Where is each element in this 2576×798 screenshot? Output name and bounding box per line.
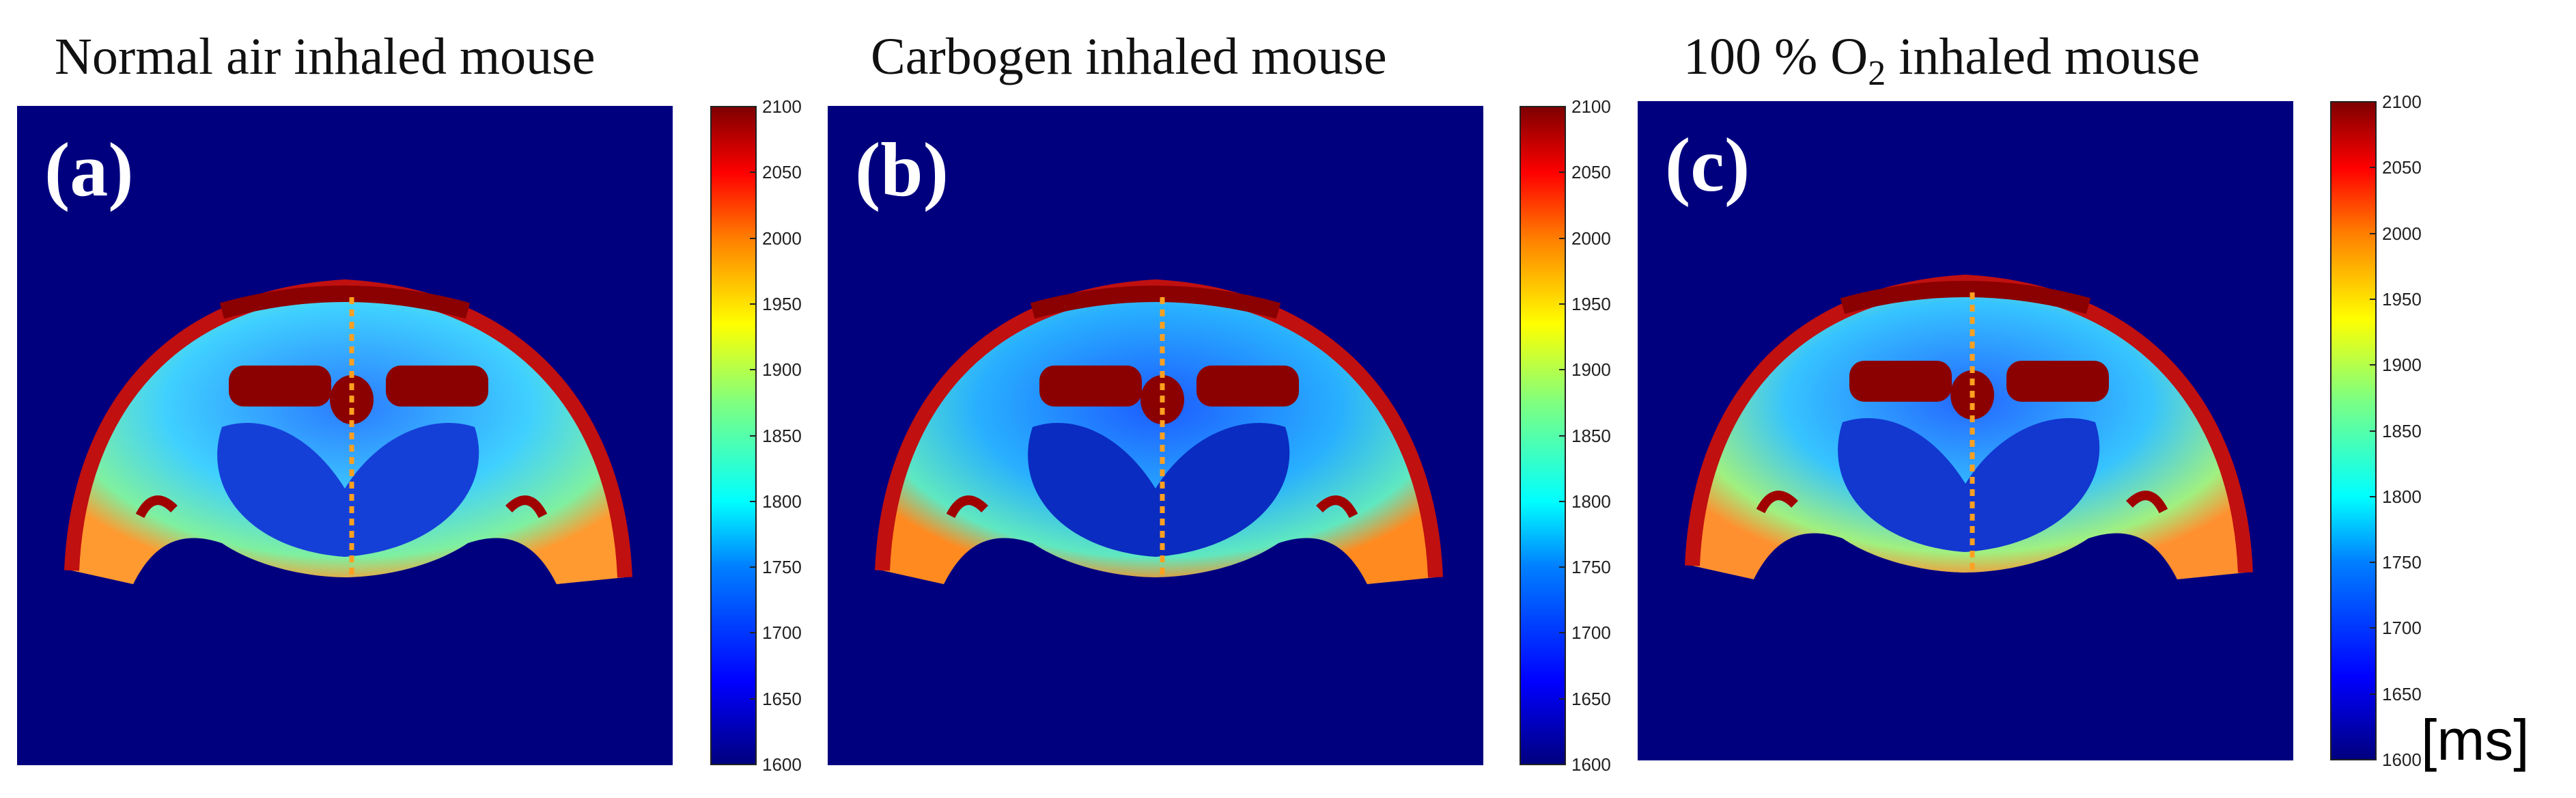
colorbar-tick-label: 1900	[1571, 359, 1611, 381]
t1-map-b: (b)	[828, 106, 1483, 765]
colorbar-tick-label: 1950	[762, 293, 802, 314]
colorbar-tick-label: 2100	[1571, 96, 1611, 117]
colorbar-c	[2330, 101, 2377, 760]
colorbar-tick-label: 1850	[762, 425, 802, 446]
colorbar-tick-mark	[750, 500, 757, 502]
colorbar-tick-mark	[2370, 101, 2377, 102]
unit-label: [ms]	[2421, 708, 2530, 772]
colorbar-tick-label: 1750	[1571, 557, 1611, 578]
t1-map-a: (a)	[17, 106, 673, 765]
colorbar-tick-mark	[1559, 369, 1566, 371]
colorbar-tick-mark	[2370, 364, 2377, 366]
colorbar-tick-mark	[2370, 495, 2377, 497]
colorbar-tick-label: 1800	[762, 491, 802, 512]
colorbar-tick-label: 1850	[2382, 420, 2422, 441]
colorbar-tick-mark	[1559, 566, 1566, 568]
brain-slice-b	[875, 279, 1443, 584]
colorbar-tick-label: 1950	[2382, 288, 2422, 309]
colorbar-tick-label: 1600	[1571, 754, 1611, 775]
colorbar-tick-mark	[2370, 562, 2377, 564]
colorbar-tick-mark	[750, 566, 757, 568]
colorbar-tick-mark	[750, 435, 757, 437]
colorbar-tick-mark	[1559, 500, 1566, 502]
colorbar-a	[710, 106, 757, 765]
panel-letter-c: (c)	[1665, 123, 1750, 208]
panel-title-c-suffix: inhaled mouse	[1886, 28, 2200, 85]
colorbar-tick-label: 1700	[762, 622, 802, 644]
colorbar-tick-mark	[750, 303, 757, 305]
colorbar-tick-label: 1700	[1571, 622, 1611, 644]
colorbar-tick-label: 1650	[2382, 683, 2422, 704]
colorbar-tick-mark	[750, 106, 757, 107]
colorbar-tick-mark	[2370, 298, 2377, 300]
colorbar-tick-label: 1900	[2382, 355, 2422, 376]
t1-map-c: (c)	[1638, 101, 2293, 760]
colorbar-tick-label: 1600	[762, 754, 802, 775]
colorbar-tick-label: 1700	[2382, 618, 2422, 639]
colorbar-tick-mark	[1559, 632, 1566, 634]
colorbar-tick-label: 1950	[1571, 293, 1611, 314]
colorbar-tick-label: 1800	[2382, 486, 2422, 507]
colorbar-tick-mark	[1559, 435, 1566, 437]
colorbar-tick-mark	[2370, 693, 2377, 695]
colorbar-tick-mark	[2370, 232, 2377, 234]
colorbar-tick-label: 2050	[762, 162, 802, 183]
colorbar-tick-label: 1750	[762, 557, 802, 578]
brain-slice-c	[1685, 274, 2253, 579]
colorbar-tick-label: 1650	[762, 688, 802, 709]
colorbar-tick-label: 1850	[1571, 425, 1611, 446]
panel-title-a: Normal air inhaled mouse	[55, 28, 596, 85]
colorbar-tick-label: 1750	[2382, 552, 2422, 573]
colorbar-tick-label: 1650	[1571, 688, 1611, 709]
panel-letter-b: (b)	[855, 128, 949, 212]
colorbar-tick-mark	[2370, 430, 2377, 432]
colorbar-tick-mark	[2370, 759, 2377, 760]
colorbar-tick-label: 1900	[762, 359, 802, 381]
colorbar-tick-label: 2050	[2382, 157, 2422, 178]
panel-title-c: 100 % O2 inhaled mouse	[1683, 27, 2200, 94]
colorbar-tick-mark	[750, 369, 757, 371]
colorbar-tick-label: 2100	[2382, 92, 2422, 112]
brain-slice-a	[64, 279, 632, 584]
panel-title-b: Carbogen inhaled mouse	[871, 28, 1387, 85]
panel-title-c-subscript: 2	[1868, 54, 1886, 94]
colorbar-tick-mark	[750, 698, 757, 700]
panel-letter-a: (a)	[44, 128, 134, 212]
colorbar-tick-mark	[750, 171, 757, 174]
colorbar-tick-mark	[2370, 167, 2377, 169]
colorbar-tick-mark	[750, 632, 757, 634]
panel-title-c-prefix: 100 % O	[1683, 28, 1868, 85]
colorbar-tick-mark	[750, 237, 757, 239]
colorbar-tick-mark	[1559, 237, 1566, 239]
colorbar-tick-label: 2000	[2382, 223, 2422, 244]
colorbar-tick-label: 1800	[1571, 491, 1611, 512]
colorbar-tick-label: 2000	[762, 228, 802, 249]
colorbar-tick-mark	[750, 764, 757, 765]
colorbar-tick-label: 1600	[2382, 749, 2422, 770]
colorbar-tick-mark	[1559, 303, 1566, 305]
colorbar-tick-mark	[2370, 627, 2377, 629]
colorbar-tick-label: 2000	[1571, 228, 1611, 249]
colorbar-tick-label: 2050	[1571, 162, 1611, 183]
colorbar-tick-mark	[1559, 698, 1566, 700]
colorbar-tick-mark	[1559, 106, 1566, 107]
colorbar-tick-mark	[1559, 764, 1566, 765]
colorbar-tick-label: 2100	[762, 96, 802, 117]
colorbar-tick-mark	[1559, 171, 1566, 174]
